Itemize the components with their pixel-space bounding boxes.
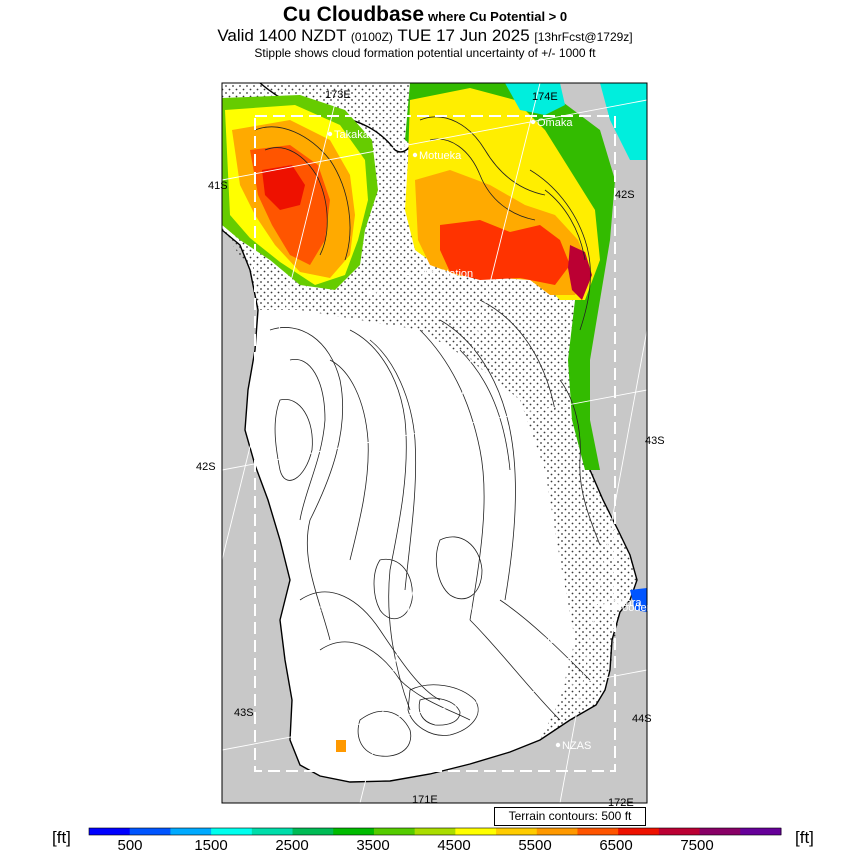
terrain-contours — [254, 116, 601, 757]
grid-label-43s-right: 43S — [645, 435, 665, 447]
colorbar-segment — [740, 828, 782, 835]
grid-label-43s-left: 43S — [234, 707, 254, 719]
inner-domain-frame — [254, 115, 616, 772]
colorbar-tick-label: 7500 — [680, 837, 714, 854]
colorbar-segment — [658, 828, 701, 835]
place-dot-nzht — [294, 604, 300, 610]
place-dot-nzas — [555, 742, 561, 748]
colorbar-segment — [699, 828, 741, 835]
map-border — [221, 82, 648, 804]
colorbar-segment — [536, 828, 578, 835]
colorbar-segment — [577, 828, 619, 835]
map-content — [222, 83, 647, 803]
stipple-note: Stipple shows cloud formation potential … — [254, 46, 596, 60]
place-dot-takaka — [327, 131, 333, 137]
colorbar-unit-right: [ft] — [795, 828, 814, 847]
grid-label-173e: 173E — [325, 89, 351, 101]
cloudbase-area-south-orange — [336, 740, 346, 752]
place-dot-waipara — [594, 599, 600, 605]
colorbar-segment — [251, 828, 294, 835]
colorbar-tick-label: 6500 — [599, 837, 633, 854]
grid-label-171e: 171E — [412, 794, 438, 806]
cloudbase-area-northeast-red — [440, 220, 570, 285]
place-label-nzas: NZAS — [562, 740, 591, 752]
colorbar-segment — [333, 828, 375, 835]
colorbar-segment — [89, 828, 131, 835]
colorbar-segment — [455, 828, 497, 835]
place-dot-motueka — [412, 152, 418, 158]
cloudbase-area-northwest-core — [262, 165, 305, 210]
place-label-flock-hill: Flock_Hill — [457, 602, 505, 614]
grid-label-41s: 41S — [208, 180, 228, 192]
place-dot-woodend — [605, 604, 611, 610]
colorbar-segment — [414, 828, 456, 835]
colorbar-tick-label: 500 — [117, 837, 143, 854]
grid-label-42s-left: 42S — [196, 461, 216, 473]
colorbar-tick-label: 4500 — [437, 837, 471, 854]
colorbar-segment — [170, 828, 212, 835]
place-label-springfield: Springfield — [504, 634, 556, 646]
colorbar-segment — [211, 828, 253, 835]
colorbar-tick-label: 3500 — [356, 837, 390, 854]
place-label-woodend: Woodend — [612, 602, 659, 614]
colorbar-segment — [129, 828, 171, 835]
grid-labels: 173E 174E 171E 172E 41S 42S 43S 42S 43S … — [196, 89, 665, 809]
place-dot-omaka — [530, 119, 536, 125]
colorbar-tick-label: 5500 — [518, 837, 552, 854]
colorbar-segment — [618, 828, 660, 835]
colorbar-segment — [373, 828, 416, 835]
place-label-lake-station: Lake Station — [412, 268, 473, 280]
place-dot-mt — [367, 290, 373, 296]
valid-date: TUE 17 Jun 2025 — [397, 26, 530, 45]
terrain-contours-note: Terrain contours: 500 ft — [494, 807, 646, 826]
grid-label-174e: 174E — [532, 91, 558, 103]
place-label-nzht: NZHT — [301, 602, 331, 614]
valid-utc: (0100Z) — [350, 30, 393, 44]
title-main: Cu Cloudbase — [282, 3, 425, 26]
grid-label-42s-right: 42S — [615, 189, 635, 201]
cloudbase-area-northeast-cyan — [505, 83, 565, 115]
graticule — [222, 83, 647, 803]
place-label-motueka: Motueka — [419, 150, 462, 162]
colorbar-unit-left: [ft] — [52, 828, 71, 847]
place-dot-brewton — [387, 763, 393, 769]
place-label-waipara: Waipara — [601, 597, 642, 609]
grid-label-44s: 44S — [632, 713, 652, 725]
colorbar-border — [88, 827, 782, 836]
place-dot-hororata — [522, 657, 528, 663]
cloudbase-area-southeast-blue — [630, 588, 647, 612]
colorbar-segment — [292, 828, 334, 835]
place-label-brewton: Brewton — [394, 761, 434, 773]
colorbar — [88, 827, 782, 836]
colorbar-segment — [496, 828, 538, 835]
place-label-omaka: Omaka — [537, 117, 573, 129]
valid-time-line: Valid 1400 NZDT (0100Z) TUE 17 Jun 2025 … — [0, 26, 850, 46]
colorbar-tick-label: 1500 — [194, 837, 228, 854]
place-label-takaka: Takaka — [334, 129, 370, 141]
place-markers: Takaka Motueka Omaka Lake Station Mt NZH… — [294, 117, 659, 773]
place-dot-flock-hill — [450, 604, 456, 610]
place-label-hororata: Hororata — [529, 655, 573, 667]
colorbar-tick-label: 2500 — [275, 837, 309, 854]
place-label-mt: Mt — [374, 288, 386, 300]
cloudbase-area-northeast-core — [568, 245, 592, 300]
chart-title: Cu Cloudbase where Cu Potential > 0 — [0, 3, 850, 27]
place-dot-springfield — [497, 636, 503, 642]
grid-label-172e: 172E — [608, 797, 634, 809]
title-condition: where Cu Potential > 0 — [428, 9, 568, 24]
forecast-run: [13hrFcst@1729z] — [534, 30, 633, 44]
valid-prefix: Valid 1400 NZDT — [217, 26, 347, 45]
place-dot-lake-station — [405, 270, 411, 276]
